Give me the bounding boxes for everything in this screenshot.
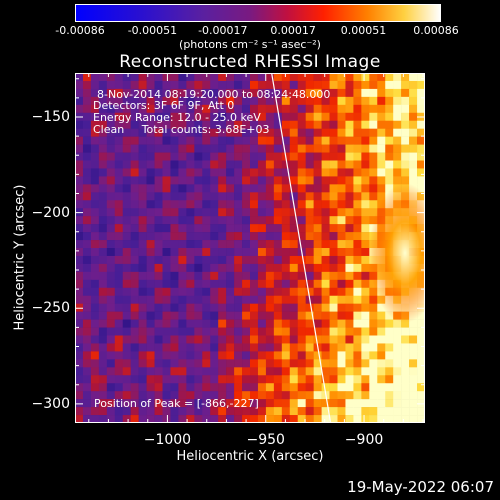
colorbar-tick-label: -0.00051 bbox=[127, 24, 178, 37]
annotation-clean-counts: Clean Total counts: 3.68E+03 bbox=[93, 123, 270, 136]
colorbar-units: (photons cm⁻² s⁻¹ asec⁻²) bbox=[179, 38, 321, 51]
colorbar-tick-label: -0.00086 bbox=[55, 24, 105, 37]
colorbar bbox=[75, 4, 441, 22]
y-axis-label: Heliocentric Y (arcsec) bbox=[12, 184, 28, 331]
y-tick-label: −150 bbox=[31, 108, 70, 125]
timestamp-footer: 19-May-2022 06:07 bbox=[347, 478, 494, 496]
colorbar-tick-label: -0.00017 bbox=[198, 24, 248, 37]
annotation-detectors: Detectors: 3F 6F 9F, Att 0 bbox=[93, 99, 235, 112]
solar-limb-line bbox=[271, 73, 332, 423]
colorbar-tick-label: 0.00086 bbox=[413, 24, 459, 37]
axis-tick-marks bbox=[75, 73, 425, 423]
plot-frame bbox=[75, 73, 425, 423]
chart-title: Reconstructed RHESSI Image bbox=[119, 52, 381, 72]
x-axis-label: Heliocentric X (arcsec) bbox=[176, 449, 324, 464]
heatmap-cells bbox=[75, 73, 425, 423]
colorbar-tick-label: 0.00017 bbox=[270, 24, 316, 37]
annotation-peak-position: Position of Peak = [-866,-227] bbox=[94, 397, 259, 410]
x-tick-label: −950 bbox=[246, 432, 285, 448]
y-tick-label: −200 bbox=[31, 204, 70, 221]
y-tick-label: −300 bbox=[31, 395, 70, 412]
bright-source bbox=[369, 183, 425, 323]
annotation-time-range: 8-Nov-2014 08:19:20.000 to 08:24:48.000 bbox=[97, 88, 331, 101]
annotation-energy-range: Energy Range: 12.0 - 25.0 keV bbox=[93, 111, 261, 124]
heatmap-plot bbox=[75, 73, 425, 423]
y-tick-label: −250 bbox=[31, 300, 70, 317]
colorbar-tick-label: 0.00051 bbox=[340, 24, 387, 37]
x-tick-label: −1000 bbox=[143, 432, 192, 448]
x-tick-label: −900 bbox=[344, 432, 384, 448]
